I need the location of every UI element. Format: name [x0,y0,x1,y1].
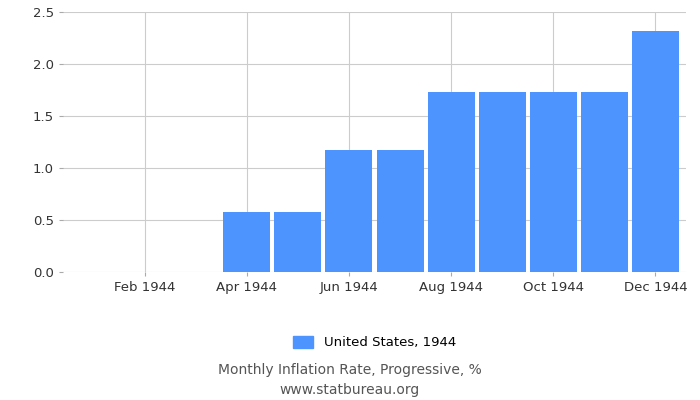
Legend: United States, 1944: United States, 1944 [288,330,461,354]
Bar [479,92,526,272]
Bar [581,92,628,272]
Bar [326,150,372,272]
Bar [223,212,270,272]
Bar [274,212,321,272]
Bar [632,31,679,272]
Text: Monthly Inflation Rate, Progressive, %: Monthly Inflation Rate, Progressive, % [218,363,482,377]
Text: www.statbureau.org: www.statbureau.org [280,383,420,397]
Bar [428,92,475,272]
Bar [530,92,577,272]
Bar [377,150,424,272]
